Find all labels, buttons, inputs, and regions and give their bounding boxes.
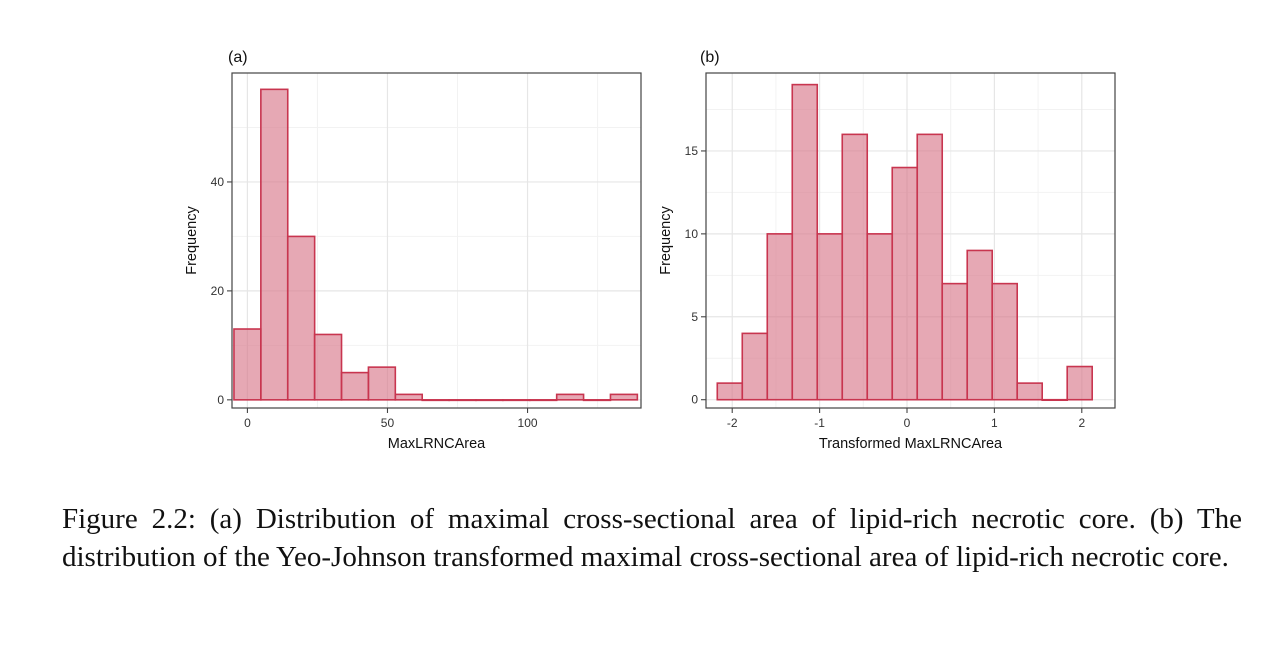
panel-label: (a) [228,49,248,66]
panel-border [705,72,1116,409]
x-tick-label: 0 [244,416,251,430]
y-tick-label: 5 [691,310,698,324]
histogram-bar [866,233,894,401]
histogram-bar [716,382,744,401]
histogram-bar [555,393,585,401]
x-tick-label: 50 [381,416,395,430]
histogram-bar [286,235,316,401]
x-axis-title: MaxLRNCArea [388,436,486,452]
y-tick-label: 40 [211,175,225,189]
histogram-bar [766,233,794,401]
histogram-bar [260,88,289,401]
histogram-bar [448,399,477,402]
histogram-bar [841,133,869,401]
histogram-bar [502,399,531,402]
y-tick-label: 15 [685,144,699,158]
y-axis-title: Frequency [184,206,200,275]
panel-border [231,72,642,409]
y-tick-label: 0 [691,393,698,407]
histogram-bar [367,366,397,401]
histogram-bar [475,399,504,402]
histogram-bar [394,393,424,401]
histogram-bar [1041,398,1068,402]
x-tick-label: 1 [991,416,998,430]
figure-caption: Figure 2.2: (a) Distribution of maximal … [62,503,1242,573]
histogram-bar [1016,382,1044,401]
histogram-bar [313,333,343,401]
figure: 0 50 100 0 20 40 MaxLRNCArea Frequency (a) -2 -1 0 1… [184,49,1116,452]
x-tick-label: -1 [814,416,825,430]
histogram-bar [582,399,612,402]
histogram-bar [233,328,262,401]
histogram-bar [528,399,558,402]
y-tick-label: 20 [211,284,225,298]
histogram-bar [741,332,769,401]
histogram-bar [340,371,370,401]
histogram-bar [941,282,969,401]
histogram-bar [891,166,919,401]
y-tick-label: 0 [217,393,224,407]
x-tick-label: 100 [518,416,538,430]
histogram-bar [966,249,994,401]
x-tick-label: 0 [904,416,911,430]
histogram-bar [816,233,844,401]
panel-label: (b) [700,49,720,66]
histogram-bar [916,133,944,401]
histogram-bar [1066,365,1093,401]
histogram-bar [421,399,450,402]
histogram-bar [791,83,819,401]
histogram-bar [991,282,1019,401]
x-axis-title: Transformed MaxLRNCArea [819,436,1003,452]
x-tick-label: -2 [727,416,738,430]
histogram-bar [609,393,639,401]
y-axis-title: Frequency [658,206,674,275]
x-tick-label: 2 [1078,416,1085,430]
y-tick-label: 10 [685,227,699,241]
